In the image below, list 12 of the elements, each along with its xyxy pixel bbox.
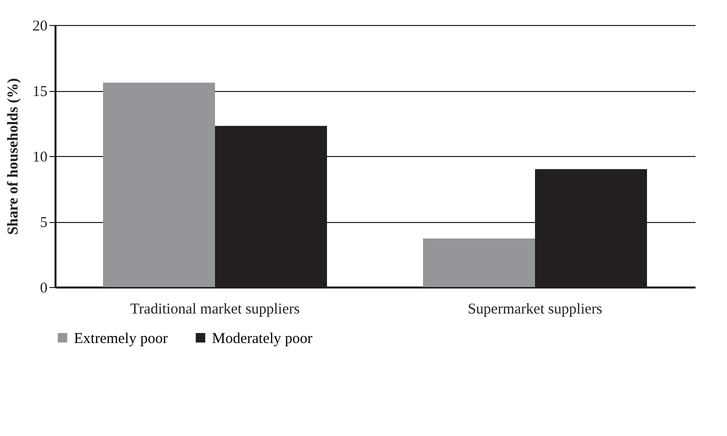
y-tick-label: 15 bbox=[32, 84, 48, 100]
bar bbox=[103, 82, 215, 287]
legend-label: Moderately poor bbox=[212, 330, 312, 347]
legend-label: Extremely poor bbox=[74, 330, 168, 347]
x-tick-label: Supermarket suppliers bbox=[468, 302, 602, 318]
y-tick-label: 10 bbox=[32, 150, 48, 166]
bar bbox=[423, 238, 535, 287]
y-axis-title: Share of households (%) bbox=[6, 78, 22, 235]
y-tick-label: 5 bbox=[40, 215, 48, 231]
x-tick-label: Traditional market suppliers bbox=[130, 302, 300, 318]
y-tick-label: 20 bbox=[32, 18, 48, 34]
y-tick-label: 0 bbox=[40, 280, 48, 296]
